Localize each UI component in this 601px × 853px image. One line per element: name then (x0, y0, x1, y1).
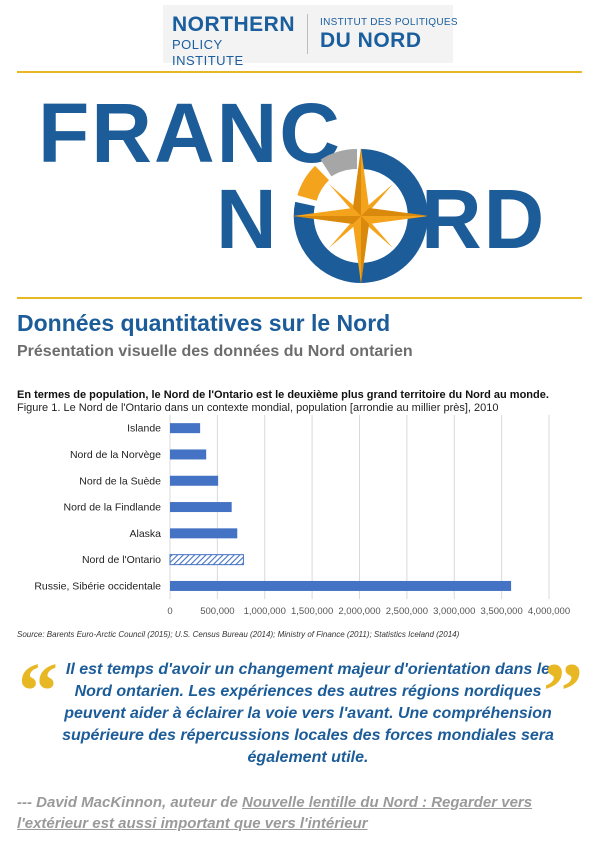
x-tick-label: 2,500,000 (386, 606, 428, 617)
page-title: Données quantitatives sur le Nord (17, 310, 391, 336)
y-category-label: Nord de la Suède (79, 475, 161, 487)
npi-logo[interactable]: NORTHERN POLICY INSTITUTE (172, 14, 297, 69)
chart-title: En termes de population, le Nord de l'On… (17, 389, 549, 401)
x-tick-label: 3,500,000 (480, 606, 522, 617)
x-tick-label: 500,000 (200, 606, 234, 617)
compass-star-shade-w (293, 216, 361, 224)
open-quote-mark: “ (18, 648, 58, 736)
y-category-label: Russie, Sibérie occidentale (34, 580, 161, 592)
logo-divider (307, 14, 308, 54)
compass-star-shade-s (361, 216, 369, 284)
x-tick-label: 4,000,000 (528, 606, 570, 617)
quote-attribution: --- David MacKinnon, auteur de Nouvelle … (17, 792, 577, 834)
compass-rose-icon (293, 148, 429, 284)
y-category-label: Nord de l'Ontario (82, 554, 161, 566)
pull-quote: Il est temps d'avoir un changement majeu… (62, 661, 554, 766)
bar (170, 528, 238, 539)
x-tick-label: 0 (167, 606, 172, 617)
top-gold-divider (17, 71, 582, 73)
chart-source: Source: Barents Euro-Arctic Council (201… (17, 630, 460, 639)
masthead-gold-divider (17, 297, 582, 299)
chart-caption: Figure 1. Le Nord de l'Ontario dans un c… (17, 402, 499, 414)
bar-highlighted (169, 554, 244, 566)
masthead-franc: FRANC (38, 86, 342, 180)
compass-star-shade-n (353, 148, 361, 216)
x-tick-label: 2,000,000 (338, 606, 380, 617)
bar (170, 502, 232, 513)
compass-orange-arc (297, 165, 330, 202)
x-tick-label: 1,500,000 (291, 606, 333, 617)
bar (170, 423, 201, 434)
y-category-label: Alaska (129, 528, 161, 540)
y-category-label: Nord de la Norvège (70, 449, 161, 461)
attribution-author: --- David MacKinnon, auteur de (17, 794, 238, 811)
ipn-logo-tagline: INSTITUT DES POLITIQUES (320, 17, 458, 28)
y-category-label: Islande (127, 423, 161, 435)
npi-logo-name: NORTHERN (172, 13, 295, 36)
page-subtitle: Présentation visuelle des données du Nor… (17, 343, 413, 360)
bar (170, 449, 207, 460)
close-quote-mark: ” (543, 648, 583, 736)
npi-logo-tagline: POLICY INSTITUTE (172, 37, 244, 68)
compass-ring (293, 149, 428, 283)
compass-star-shade-e (361, 208, 429, 216)
population-bar-chart: 0 500,000 1,000,000 1,500,000 2,000,000 2,500… (34, 415, 570, 617)
compass-grey-arc (320, 148, 358, 177)
attribution-publication-link[interactable]: Nouvelle lentille du Nord : Regarder ver… (17, 794, 533, 832)
masthead-nord-n: N (216, 172, 277, 266)
ipn-logo-name: DU NORD (320, 29, 422, 52)
masthead-nord-rd: RD (421, 172, 547, 266)
ipn-logo[interactable]: INSTITUT DES POLITIQUES DU NORD (320, 16, 458, 53)
x-tick-label: 3,000,000 (433, 606, 475, 617)
bar (170, 475, 219, 486)
y-category-label: Nord de la Findlande (64, 502, 162, 514)
bar (170, 580, 512, 591)
x-tick-label: 1,000,000 (244, 606, 286, 617)
header-logo-band (163, 5, 453, 63)
